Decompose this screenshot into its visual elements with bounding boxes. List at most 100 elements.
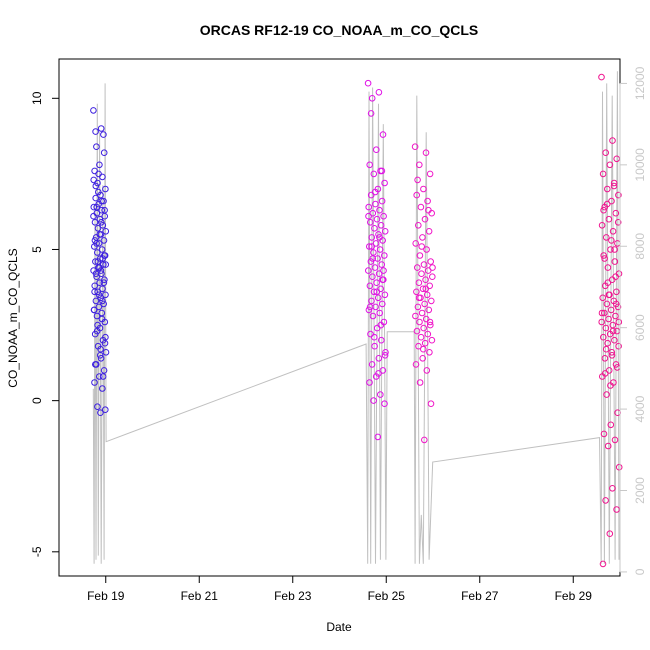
data-point xyxy=(381,291,389,299)
data-point xyxy=(377,321,385,329)
data-point xyxy=(96,215,104,223)
data-point xyxy=(417,203,425,211)
data-point xyxy=(102,228,110,235)
data-point xyxy=(94,288,101,296)
data-point xyxy=(91,219,99,226)
data-point xyxy=(382,349,389,356)
data-point xyxy=(414,176,421,184)
data-point xyxy=(611,436,619,444)
data-point xyxy=(612,300,620,308)
data-point xyxy=(601,309,608,317)
data-point xyxy=(599,170,607,178)
data-point xyxy=(381,352,389,359)
data-point xyxy=(375,89,383,96)
data-point xyxy=(420,345,427,353)
data-point xyxy=(94,403,101,411)
data-point xyxy=(377,391,384,398)
data-point xyxy=(380,212,387,220)
data-point xyxy=(604,185,611,193)
data-point xyxy=(99,297,106,305)
data-point xyxy=(102,406,109,414)
data-point xyxy=(369,312,377,320)
data-point xyxy=(94,258,102,265)
y-axis-right: 0 2000 4000 6000 8000 10000 12000 xyxy=(619,66,647,575)
data-point xyxy=(369,209,377,217)
data-point xyxy=(95,188,102,196)
data-point xyxy=(101,252,108,259)
data-point xyxy=(379,300,386,308)
data-point xyxy=(377,222,385,229)
data-point xyxy=(615,318,623,326)
data-point xyxy=(424,267,432,274)
data-point xyxy=(371,264,379,271)
data-point xyxy=(374,433,382,441)
data-point xyxy=(91,167,98,175)
data-point xyxy=(614,219,622,226)
data-point xyxy=(373,215,381,223)
y-tick-label: 10 xyxy=(30,91,44,105)
data-point xyxy=(375,270,383,278)
data-point xyxy=(604,279,612,287)
x-tick-label: Feb 29 xyxy=(555,589,593,603)
data-point xyxy=(600,206,607,214)
data-point xyxy=(416,161,423,169)
data-point xyxy=(90,306,98,314)
data-point xyxy=(420,185,427,193)
data-point xyxy=(93,203,100,211)
data-point xyxy=(100,279,108,287)
data-point xyxy=(96,352,104,359)
data-point xyxy=(97,125,105,132)
data-point xyxy=(600,430,608,438)
data-point xyxy=(599,294,607,302)
data-point xyxy=(414,264,421,271)
data-point xyxy=(366,282,374,290)
data-point xyxy=(378,261,386,268)
data-point xyxy=(602,324,610,332)
data-point xyxy=(610,182,618,190)
data-point xyxy=(94,225,102,232)
data-point xyxy=(100,237,108,244)
data-point xyxy=(97,409,104,417)
data-point xyxy=(99,385,106,392)
data-point xyxy=(611,246,618,253)
y-axis-label: CO_NOAA_m_CO_QCLS xyxy=(6,248,20,387)
data-point xyxy=(374,255,381,262)
data-point xyxy=(607,246,614,253)
data-point xyxy=(420,324,428,332)
y-right-tick-label: 8000 xyxy=(633,233,647,260)
data-point xyxy=(378,197,386,205)
data-point xyxy=(92,182,100,190)
data-point xyxy=(606,530,614,538)
data-point xyxy=(416,252,424,259)
data-point xyxy=(381,252,388,259)
data-point xyxy=(92,361,99,368)
data-point xyxy=(100,149,108,156)
data-point xyxy=(412,361,420,368)
data-point xyxy=(368,297,375,305)
data-point xyxy=(598,309,606,317)
data-point xyxy=(425,228,433,235)
data-point xyxy=(366,379,373,386)
data-point xyxy=(101,206,108,214)
data-point xyxy=(422,276,429,284)
data-point xyxy=(413,191,421,199)
data-point xyxy=(424,197,431,205)
data-point xyxy=(96,264,103,271)
data-point xyxy=(612,312,619,320)
data-point xyxy=(102,349,110,356)
data-point xyxy=(379,276,386,284)
data-point xyxy=(605,315,612,323)
x-axis: Feb 19 Feb 21 Feb 23 Feb 25 Feb 27 Feb 29 xyxy=(87,575,593,603)
data-point xyxy=(426,318,434,326)
data-point xyxy=(368,95,376,102)
data-point xyxy=(418,309,426,317)
data-point xyxy=(99,373,107,380)
x-axis-label: Date xyxy=(326,620,352,634)
data-point xyxy=(603,391,610,398)
data-point xyxy=(600,252,608,259)
data-point xyxy=(90,176,97,184)
data-point xyxy=(429,273,436,281)
data-point xyxy=(605,291,613,299)
data-point xyxy=(98,206,105,214)
